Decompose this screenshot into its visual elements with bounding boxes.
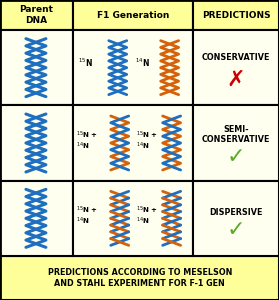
Text: $^{15}$N +: $^{15}$N + — [136, 205, 158, 216]
Text: CONSERVATIVE: CONSERVATIVE — [202, 53, 270, 62]
Bar — [0, 0, 73, 30]
Text: ✓: ✓ — [227, 147, 245, 167]
Bar — [193, 105, 279, 181]
Text: F1 Generation: F1 Generation — [97, 11, 169, 20]
Bar — [193, 0, 279, 30]
Bar — [0, 181, 73, 256]
Text: $^{14}$N: $^{14}$N — [136, 140, 150, 152]
Text: $^{15}$N +: $^{15}$N + — [136, 129, 158, 141]
Bar — [0, 256, 279, 300]
Text: DISPERSIVE: DISPERSIVE — [209, 208, 263, 217]
Text: PREDICTIONS: PREDICTIONS — [202, 11, 270, 20]
Bar — [0, 105, 73, 181]
Text: ✓: ✓ — [227, 220, 245, 240]
Text: $^{14}$N: $^{14}$N — [135, 56, 150, 69]
Bar — [73, 105, 193, 181]
Bar — [73, 181, 193, 256]
Text: SEMI-: SEMI- — [223, 124, 249, 134]
Bar — [0, 30, 73, 105]
Text: $^{14}$N: $^{14}$N — [76, 140, 90, 152]
Text: ✗: ✗ — [227, 70, 245, 90]
Text: CONSERVATIVE: CONSERVATIVE — [202, 134, 270, 143]
Text: $^{15}$N +: $^{15}$N + — [76, 205, 98, 216]
Bar — [193, 181, 279, 256]
Text: PREDICTIONS ACCORDING TO MESELSON
AND STAHL EXPERIMENT FOR F-1 GEN: PREDICTIONS ACCORDING TO MESELSON AND ST… — [48, 268, 232, 288]
Text: $^{15}$N +: $^{15}$N + — [76, 129, 98, 141]
Text: $^{15}$N: $^{15}$N — [78, 56, 93, 69]
Text: $^{14}$N: $^{14}$N — [76, 216, 90, 227]
Bar — [73, 30, 193, 105]
Text: $^{14}$N: $^{14}$N — [136, 216, 150, 227]
Text: Parent
DNA: Parent DNA — [19, 5, 53, 25]
Bar — [193, 30, 279, 105]
Bar — [73, 0, 193, 30]
